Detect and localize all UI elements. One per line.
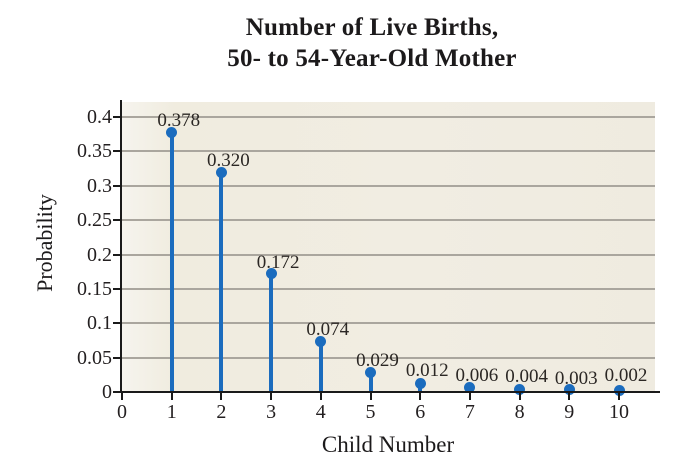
value-label: 0.006 <box>455 364 499 386</box>
x-axis-tick <box>319 393 322 400</box>
y-tick-label: 0.4 <box>87 106 112 128</box>
value-label: 0.004 <box>505 366 548 388</box>
value-label: 0.172 <box>256 251 300 273</box>
y-axis-tick <box>113 356 121 359</box>
chart-title: Number of Live Births, 50- to 54-Year-Ol… <box>55 12 677 74</box>
x-tick-label: 0 <box>117 401 127 423</box>
x-tick-label: 1 <box>166 401 177 423</box>
chart-title-line2: 50- to 54-Year-Old Mother <box>227 45 517 72</box>
y-axis-tick <box>113 219 121 222</box>
y-axis-title: Probability <box>32 194 57 292</box>
y-axis-tick <box>113 287 121 290</box>
gridline <box>121 253 655 256</box>
plot-area <box>121 102 655 392</box>
y-tick-label: 0.1 <box>87 312 112 335</box>
gridline <box>121 287 655 290</box>
x-tick-label: 10 <box>609 401 629 423</box>
y-tick-label: 0.15 <box>77 277 112 300</box>
x-tick-label: 2 <box>216 401 227 423</box>
data-point <box>414 378 426 390</box>
gridline <box>121 219 655 222</box>
y-tick-label: 0.3 <box>87 174 112 197</box>
data-point <box>613 385 625 397</box>
gridline <box>121 116 655 118</box>
y-tick-label: 0.35 <box>77 140 112 163</box>
x-axis-tick <box>220 393 223 400</box>
x-tick-label: 7 <box>464 401 475 423</box>
x-axis-title: Child Number <box>321 432 455 457</box>
data-point <box>464 382 476 394</box>
x-axis-tick <box>518 393 521 400</box>
x-tick-label: 3 <box>266 401 277 423</box>
y-tick-label: 0 <box>102 381 112 403</box>
stem <box>368 372 373 392</box>
data-point <box>514 383 526 395</box>
x-axis-tick <box>270 393 273 400</box>
value-label: 0.320 <box>207 150 250 171</box>
gridline <box>121 150 655 153</box>
x-tick-label: 6 <box>415 401 426 423</box>
y-axis-tick <box>113 116 121 118</box>
stem <box>169 132 174 392</box>
value-label: 0.378 <box>157 110 201 132</box>
x-tick-label: 8 <box>514 401 525 423</box>
y-axis-tick <box>113 184 121 187</box>
x-axis-line <box>120 391 660 393</box>
x-tick-label: 4 <box>315 401 326 423</box>
x-axis-tick <box>568 393 571 400</box>
value-label: 0.002 <box>604 364 648 386</box>
value-label: 0.003 <box>554 367 598 389</box>
gridline <box>121 322 655 325</box>
x-tick-label: 9 <box>564 401 575 423</box>
y-tick-label: 0.2 <box>87 243 112 266</box>
value-label: 0.074 <box>306 319 350 341</box>
chart-title-line1: Number of Live Births, <box>245 14 499 41</box>
y-axis-tick <box>113 391 121 393</box>
y-tick-label: 0.25 <box>77 209 112 232</box>
stem <box>318 341 323 392</box>
x-axis-tick <box>369 393 372 400</box>
x-axis-tick <box>618 393 620 400</box>
y-axis-line <box>120 100 122 393</box>
x-axis-tick <box>121 393 123 400</box>
stem <box>219 172 224 392</box>
data-point <box>563 384 575 396</box>
value-label: 0.029 <box>356 350 399 372</box>
stem <box>269 273 274 392</box>
y-tick-label: 0.05 <box>77 346 112 369</box>
data-point <box>315 335 327 347</box>
y-axis-tick <box>113 322 121 325</box>
y-axis-tick <box>113 253 121 256</box>
data-point <box>265 268 277 280</box>
x-tick-label: 5 <box>365 401 376 423</box>
gridline <box>121 184 655 187</box>
y-axis-tick <box>113 150 121 153</box>
x-axis-tick <box>170 393 173 400</box>
data-point <box>166 126 178 138</box>
x-axis-tick <box>468 393 471 400</box>
data-point <box>215 166 227 178</box>
x-axis-tick <box>419 393 422 400</box>
gridline <box>121 356 655 359</box>
data-point <box>365 366 376 378</box>
value-label: 0.012 <box>405 359 449 381</box>
